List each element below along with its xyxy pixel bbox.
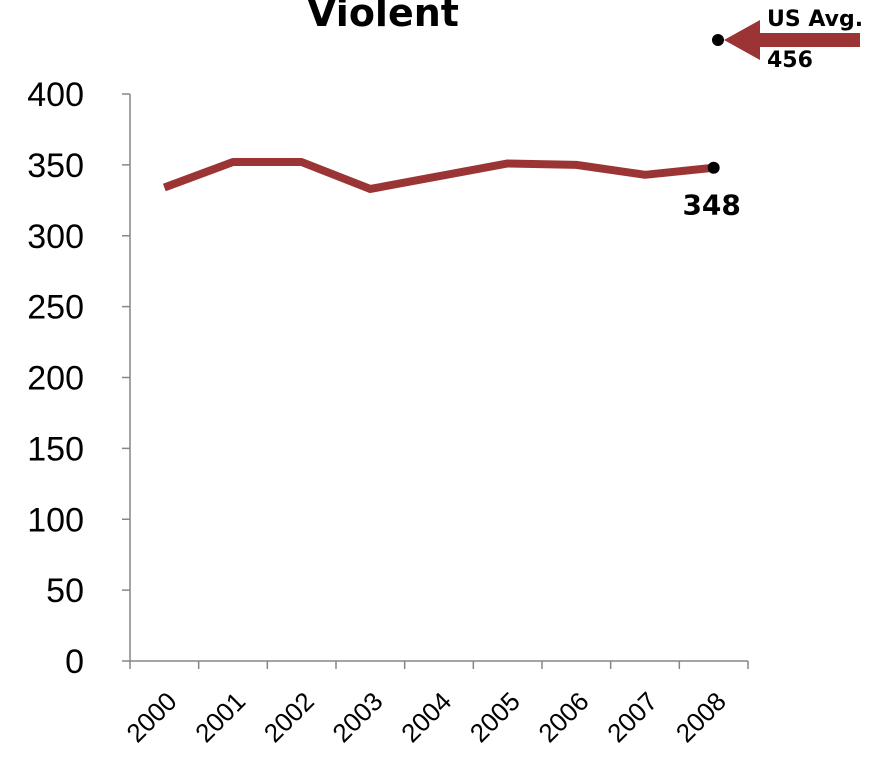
y-axis-ticks: 0 50 100 150 200 250 300 350 400 <box>27 76 130 681</box>
end-value-label: 348 <box>682 189 740 222</box>
us-average-value: 456 <box>767 48 813 73</box>
chart-title: Violent <box>307 0 459 35</box>
y-tick-label: 100 <box>27 501 84 539</box>
x-axis-ticks: 2000 2001 2002 2003 2004 2005 2006 2007 2008 <box>120 661 749 748</box>
us-average-marker <box>712 34 724 46</box>
y-tick-label: 50 <box>46 572 84 610</box>
x-tick-label: 2005 <box>464 686 526 748</box>
x-tick-label: 2006 <box>532 686 594 748</box>
y-tick-label: 150 <box>27 430 84 468</box>
y-tick-label: 0 <box>65 643 84 681</box>
y-tick-label: 250 <box>27 289 84 327</box>
y-tick-label: 350 <box>27 147 84 185</box>
y-tick-label: 400 <box>27 76 84 114</box>
x-tick-label: 2008 <box>670 686 732 748</box>
end-point-marker <box>707 161 720 174</box>
y-tick-label: 200 <box>27 360 84 398</box>
x-tick-label: 2004 <box>395 686 457 748</box>
x-tick-label: 2002 <box>258 686 320 748</box>
x-tick-label: 2003 <box>326 686 388 748</box>
us-average-label: US Avg. <box>767 7 863 32</box>
x-tick-label: 2000 <box>120 686 182 748</box>
us-average-annotation: US Avg. 456 <box>712 7 863 73</box>
us-average-arrow <box>724 20 860 60</box>
x-tick-label: 2001 <box>189 686 251 748</box>
series-line <box>162 158 715 193</box>
y-tick-label: 300 <box>27 218 84 256</box>
x-tick-label: 2007 <box>601 686 663 748</box>
